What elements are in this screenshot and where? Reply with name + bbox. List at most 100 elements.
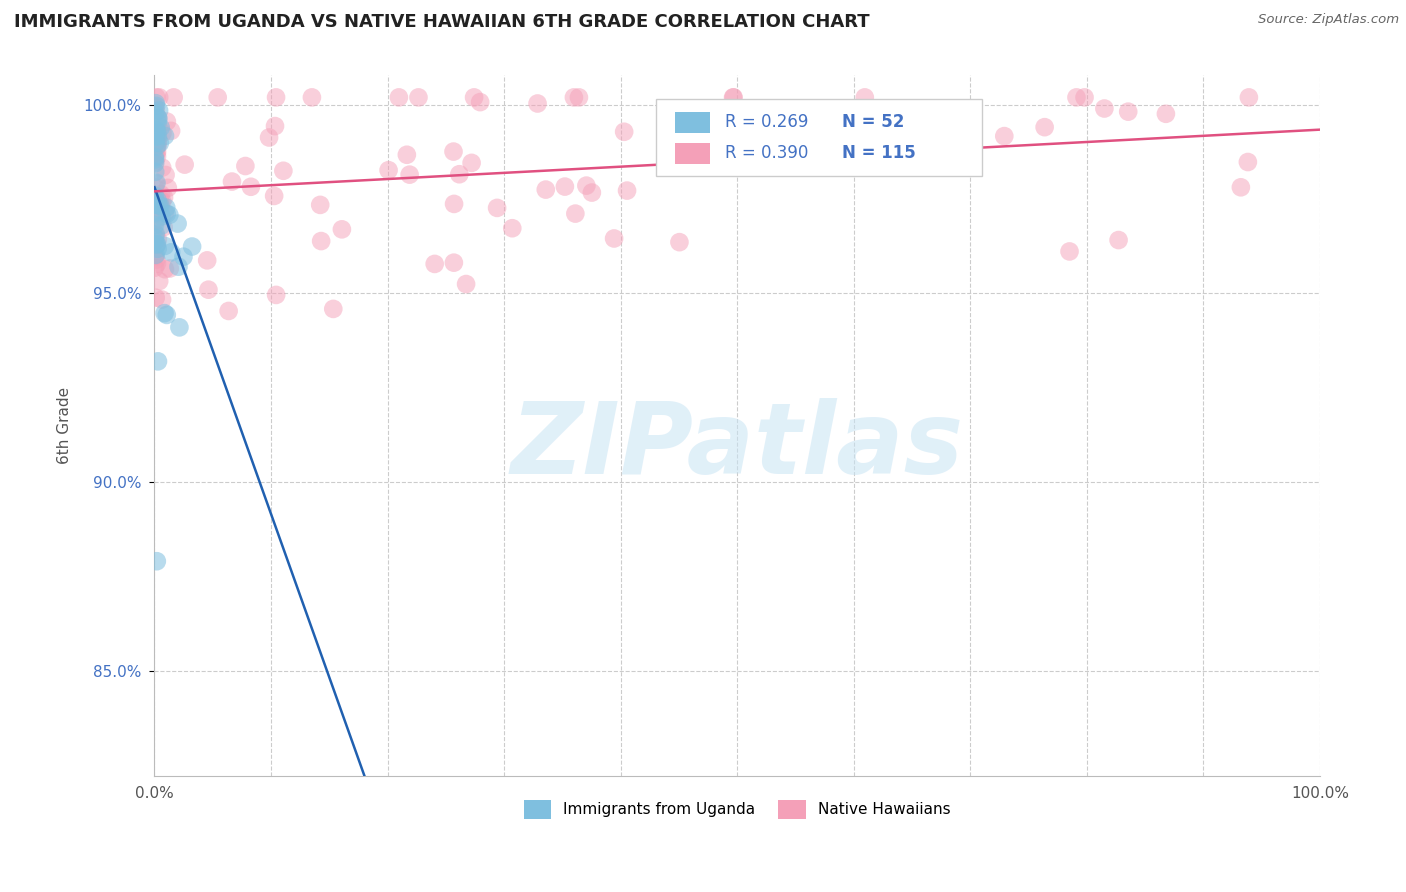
Point bbox=[146, 232, 169, 246]
Point bbox=[166, 217, 188, 231]
Point bbox=[143, 147, 166, 161]
Point bbox=[463, 90, 485, 104]
Point bbox=[146, 554, 169, 568]
Point bbox=[454, 277, 477, 291]
Point bbox=[1059, 244, 1081, 259]
Point bbox=[197, 283, 219, 297]
Point bbox=[264, 288, 287, 302]
Point bbox=[681, 142, 703, 156]
Point bbox=[501, 221, 523, 235]
Point bbox=[145, 99, 167, 113]
Point bbox=[143, 153, 166, 167]
Point bbox=[145, 103, 167, 118]
Point bbox=[145, 237, 167, 252]
Point bbox=[153, 190, 176, 204]
Point bbox=[221, 175, 243, 189]
Point bbox=[146, 145, 169, 159]
Point bbox=[153, 128, 176, 143]
Point bbox=[155, 168, 177, 182]
Point bbox=[173, 158, 195, 172]
Point bbox=[613, 125, 636, 139]
Point bbox=[152, 126, 174, 140]
FancyBboxPatch shape bbox=[675, 143, 710, 164]
Point bbox=[143, 150, 166, 164]
Point bbox=[145, 228, 167, 243]
Point bbox=[145, 191, 167, 205]
Point bbox=[616, 184, 638, 198]
Point bbox=[377, 163, 399, 178]
Point bbox=[668, 235, 690, 249]
Point bbox=[486, 201, 509, 215]
Point bbox=[146, 115, 169, 129]
Point bbox=[145, 90, 167, 104]
Text: IMMIGRANTS FROM UGANDA VS NATIVE HAWAIIAN 6TH GRADE CORRELATION CHART: IMMIGRANTS FROM UGANDA VS NATIVE HAWAIIA… bbox=[14, 13, 870, 31]
Point bbox=[766, 128, 789, 143]
Point bbox=[156, 114, 179, 128]
Text: ZIPatlas: ZIPatlas bbox=[510, 398, 963, 495]
Point bbox=[309, 234, 332, 248]
Point bbox=[443, 145, 465, 159]
Point bbox=[1108, 233, 1130, 247]
Point bbox=[146, 256, 169, 270]
FancyBboxPatch shape bbox=[675, 112, 710, 133]
Point bbox=[145, 145, 167, 160]
Point bbox=[145, 176, 167, 190]
Point bbox=[322, 301, 344, 316]
Text: R = 0.390: R = 0.390 bbox=[725, 145, 808, 162]
Point bbox=[150, 187, 173, 202]
Point bbox=[145, 96, 167, 111]
Point bbox=[470, 95, 492, 109]
Point bbox=[145, 197, 167, 211]
Point bbox=[146, 129, 169, 144]
Point bbox=[388, 90, 411, 104]
Text: Source: ZipAtlas.com: Source: ZipAtlas.com bbox=[1258, 13, 1399, 27]
Point bbox=[398, 168, 420, 182]
Point bbox=[148, 90, 170, 104]
Point bbox=[153, 239, 176, 253]
Point bbox=[145, 291, 167, 305]
Point bbox=[145, 136, 167, 150]
Point bbox=[449, 167, 471, 181]
Point bbox=[721, 90, 744, 104]
Point bbox=[534, 183, 557, 197]
Text: N = 115: N = 115 bbox=[842, 145, 915, 162]
Point bbox=[149, 198, 172, 212]
Point bbox=[1237, 155, 1260, 169]
Point bbox=[146, 112, 169, 126]
Point bbox=[145, 227, 167, 241]
Point bbox=[156, 181, 179, 195]
Point bbox=[156, 308, 179, 322]
Point bbox=[153, 262, 176, 277]
Point bbox=[146, 125, 169, 139]
Point bbox=[152, 220, 174, 235]
Point bbox=[172, 250, 194, 264]
Point bbox=[160, 245, 183, 260]
Point bbox=[145, 139, 167, 153]
Point bbox=[143, 214, 166, 228]
Point bbox=[1154, 107, 1177, 121]
Point bbox=[264, 119, 287, 133]
Point bbox=[1092, 102, 1115, 116]
Text: N = 52: N = 52 bbox=[842, 113, 904, 131]
Point bbox=[993, 129, 1015, 144]
Point bbox=[146, 237, 169, 252]
Point bbox=[146, 354, 169, 368]
Point bbox=[568, 90, 591, 104]
Point bbox=[330, 222, 353, 236]
Point bbox=[143, 235, 166, 249]
Point bbox=[148, 195, 170, 210]
Point bbox=[239, 179, 262, 194]
Point bbox=[143, 231, 166, 245]
Point bbox=[149, 120, 172, 135]
Point bbox=[460, 156, 482, 170]
Point bbox=[149, 194, 172, 208]
Point bbox=[143, 260, 166, 275]
Point bbox=[235, 159, 257, 173]
Point bbox=[146, 194, 169, 208]
Point bbox=[143, 205, 166, 219]
Point bbox=[1230, 180, 1253, 194]
Point bbox=[148, 103, 170, 118]
Point bbox=[218, 304, 240, 318]
Point bbox=[153, 306, 176, 320]
Point bbox=[562, 90, 585, 104]
